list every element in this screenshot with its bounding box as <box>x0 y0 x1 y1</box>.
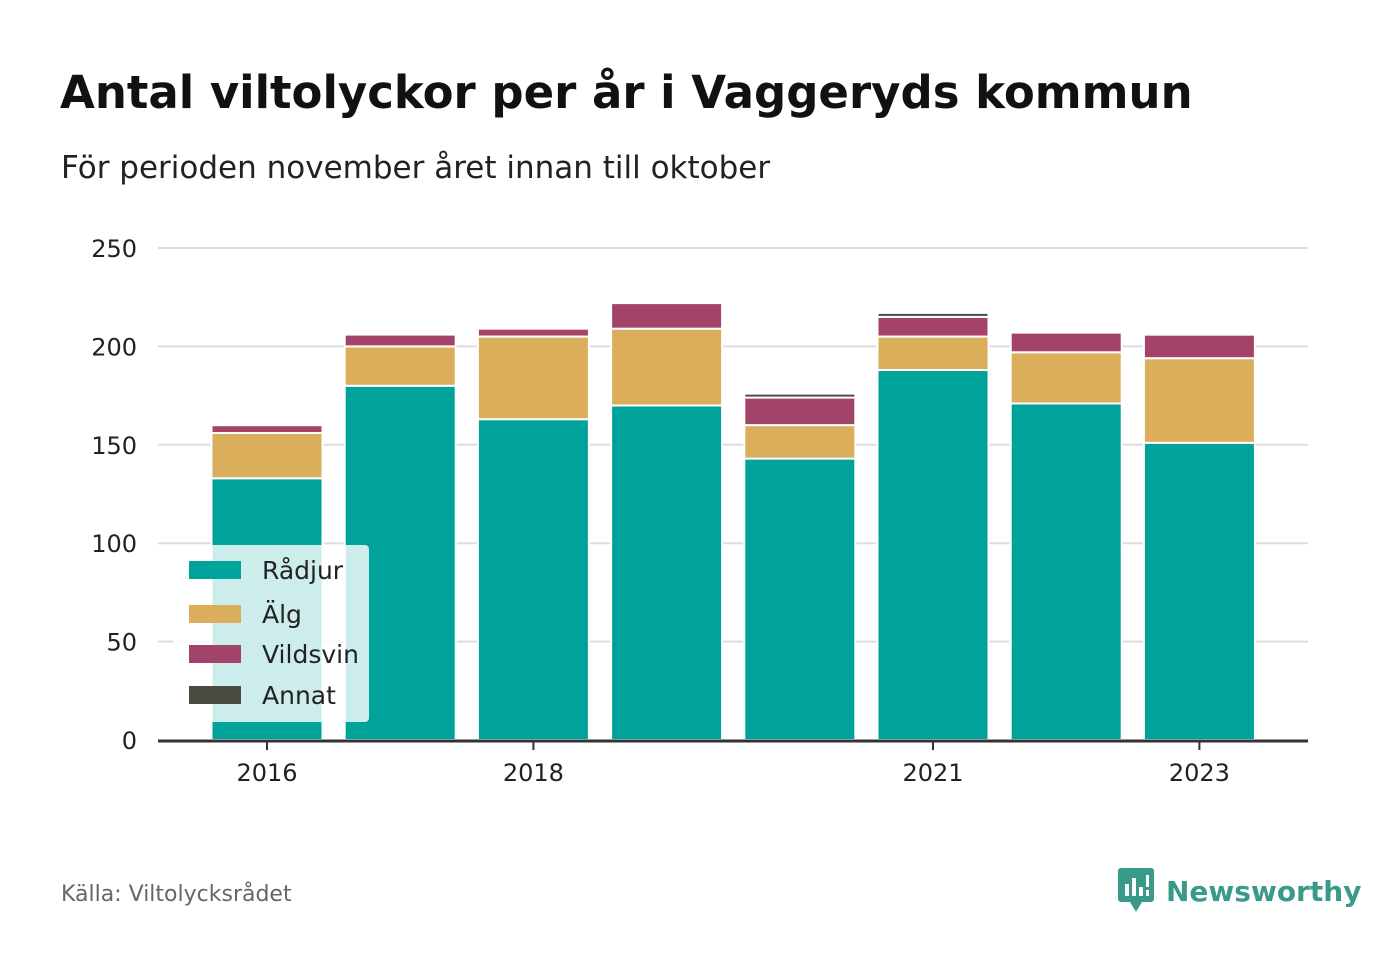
legend-label: Älg <box>262 600 302 629</box>
y-tick-label: 250 <box>91 235 137 263</box>
x-tick-label: 2023 <box>1169 759 1230 787</box>
brand-name: Newsworthy <box>1166 874 1362 908</box>
legend-box <box>173 545 369 722</box>
bar-segment <box>1009 331 1123 354</box>
bar-segment <box>743 396 857 427</box>
bar-segment <box>1142 331 1256 336</box>
y-tick-label: 200 <box>91 333 137 361</box>
newsworthy-brand[interactable]: Newsworthy <box>1118 868 1361 914</box>
bar-segment <box>610 302 724 330</box>
legend-label: Annat <box>262 681 336 710</box>
source-note: Källa: Viltolycksrådet <box>61 882 292 907</box>
newsworthy-logo-icon <box>1118 868 1154 912</box>
bar-segment <box>743 424 857 460</box>
bar-segment <box>610 327 724 407</box>
chart-title: Antal viltolyckor per år i Vaggeryds kom… <box>60 66 1193 119</box>
bar-segment <box>210 422 324 427</box>
chart-subtitle: För perioden november året innan till ok… <box>61 150 771 186</box>
bar-segment <box>210 424 324 434</box>
bar-segment <box>343 345 457 387</box>
bar-segment <box>210 431 324 480</box>
bar-segment <box>476 327 590 338</box>
bar-segment <box>476 335 590 421</box>
legend: Rådjur Älg Vildsvin Annat <box>173 545 369 722</box>
x-tick-label: 2021 <box>902 759 963 787</box>
y-axis-ticks: 0 50 100 150 200 250 <box>91 235 137 755</box>
bar-segment <box>476 418 590 741</box>
bar-segment <box>876 335 990 372</box>
x-tick-label: 2016 <box>236 759 297 787</box>
bar-segment <box>1142 357 1256 444</box>
legend-label: Vildsvin <box>262 640 359 669</box>
x-axis: 2016 2018 2021 2023 <box>158 739 1308 787</box>
bar-segment <box>876 315 990 338</box>
bar-segment <box>876 369 990 741</box>
bar-segment <box>343 333 457 348</box>
legend-swatch <box>189 686 241 704</box>
bar-segment <box>610 404 724 741</box>
legend-swatch <box>189 645 241 663</box>
legend-swatch <box>189 605 241 623</box>
legend-swatch <box>189 561 241 579</box>
bar-segment <box>743 392 857 399</box>
bar-segment <box>1142 333 1256 360</box>
y-tick-label: 150 <box>91 432 137 460</box>
bar-segment <box>1009 402 1123 741</box>
x-tick-label: 2018 <box>503 759 564 787</box>
y-tick-label: 0 <box>122 727 137 755</box>
bar-segment <box>1142 441 1256 741</box>
y-tick-label: 50 <box>106 629 137 657</box>
bar-segment <box>1009 351 1123 405</box>
y-tick-label: 100 <box>91 530 137 558</box>
legend-label: Rådjur <box>262 556 344 585</box>
bar-segment <box>743 457 857 741</box>
bar-segment <box>876 311 990 318</box>
